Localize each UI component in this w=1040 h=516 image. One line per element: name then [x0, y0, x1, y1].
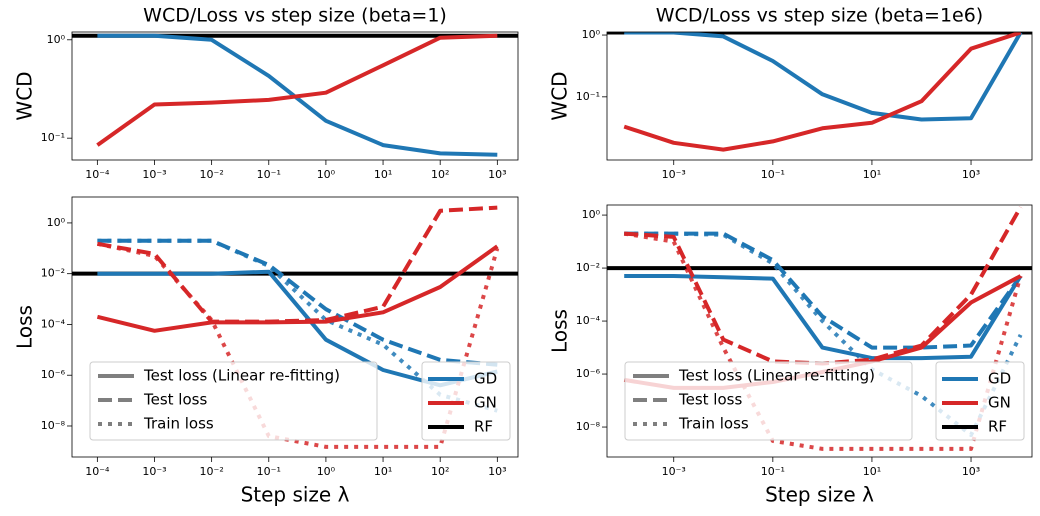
legend-label: Test loss [678, 391, 742, 409]
y-axis-label: WCD [13, 71, 37, 120]
series-line [623, 32, 1022, 152]
color-legend-box [935, 361, 1025, 441]
axes-frame [606, 31, 1033, 161]
y-axis-label: WCD [548, 71, 572, 120]
x-tick-label: 10⁻³ [142, 465, 166, 478]
series-line [624, 231, 1023, 350]
x-tick-label: 10³ [962, 465, 980, 478]
axes-frame [71, 196, 519, 458]
x-tick-label: 10⁻³ [662, 465, 686, 478]
y-tick-label: 10⁻⁸ [576, 420, 601, 433]
legend-label: RF [474, 418, 493, 436]
x-tick-label: 10⁰ [317, 465, 336, 478]
x-tick-label: 10⁻¹ [761, 465, 785, 478]
series-line [623, 231, 1023, 451]
chart-title: WCD/Loss vs step size (beta=1e6) [656, 5, 983, 27]
plot-area [72, 33, 518, 157]
y-tick-label: 10⁰ [47, 216, 66, 229]
x-tick-label: 10² [431, 465, 449, 478]
x-tick-label: 10¹ [863, 168, 881, 181]
x-tick-label: 10² [431, 168, 449, 181]
series-line [624, 274, 1023, 361]
y-tick-label: 10⁻⁶ [576, 367, 601, 380]
series-line [624, 206, 1023, 366]
y-tick-label: 10⁰ [47, 33, 66, 46]
color-legend-box [421, 361, 511, 441]
y-axis-label: Loss [13, 305, 37, 349]
y-tick-label: 10⁻² [576, 261, 600, 274]
series-line [624, 32, 1023, 122]
legend-label: Train loss [678, 415, 749, 433]
y-tick-label: 10⁻¹ [41, 131, 65, 144]
legend-label: GD [988, 370, 1011, 388]
x-tick-label: 10³ [488, 465, 506, 478]
x-tick-label: 10⁻⁴ [85, 465, 110, 478]
legend-label: Test loss [143, 391, 207, 409]
x-tick-label: 10⁰ [317, 168, 336, 181]
axes-frame [71, 31, 519, 161]
x-tick-label: 10⁻⁴ [85, 168, 110, 181]
x-tick-label: 10⁻² [200, 168, 224, 181]
y-tick-label: 10⁰ [582, 28, 601, 41]
x-axis-label: Step size λ [765, 483, 874, 507]
legend-label: GN [988, 394, 1011, 412]
x-tick-label: 10³ [962, 168, 980, 181]
y-tick-label: 10⁰ [582, 208, 601, 221]
y-tick-label: 10⁻¹ [576, 90, 600, 103]
plot-area [607, 32, 1032, 152]
x-tick-label: 10⁻² [200, 465, 224, 478]
style-legend-box [89, 361, 378, 441]
x-tick-label: 10⁻¹ [761, 168, 785, 181]
x-tick-label: 10¹ [374, 168, 392, 181]
y-tick-label: 10⁻² [41, 267, 65, 280]
x-axis-label: Step size λ [241, 483, 350, 507]
chart-title: WCD/Loss vs step size (beta=1) [143, 5, 447, 27]
y-tick-label: 10⁻⁶ [41, 368, 66, 381]
y-tick-label: 10⁻⁴ [576, 314, 601, 327]
x-tick-label: 10¹ [374, 465, 392, 478]
y-tick-label: 10⁻⁸ [41, 419, 66, 432]
y-tick-label: 10⁻⁴ [41, 317, 66, 330]
legend-label: GN [474, 394, 497, 412]
y-axis-label: Loss [548, 309, 572, 353]
series-line [97, 33, 498, 157]
x-tick-label: 10⁻¹ [257, 168, 281, 181]
series-line [96, 33, 498, 147]
x-tick-label: 10⁻³ [662, 168, 686, 181]
series-line [97, 238, 498, 367]
legend-label: Train loss [143, 415, 214, 433]
style-legend-box [624, 361, 913, 441]
series-line [624, 231, 1023, 437]
x-tick-label: 10⁻¹ [257, 465, 281, 478]
x-tick-label: 10⁻³ [142, 168, 166, 181]
legend-label: Test loss (Linear re-fitting) [678, 367, 875, 385]
legend-label: RF [988, 418, 1007, 436]
x-tick-label: 10³ [488, 168, 506, 181]
series-line [96, 241, 500, 449]
legend-label: GD [474, 370, 497, 388]
axes-frame [606, 204, 1033, 458]
x-tick-label: 10¹ [863, 465, 881, 478]
legend-label: Test loss (Linear re-fitting) [143, 367, 340, 385]
